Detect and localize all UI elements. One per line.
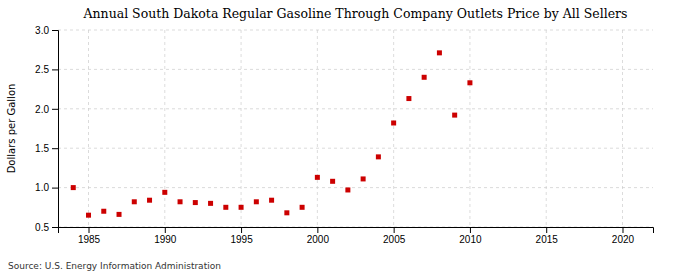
point [330, 179, 335, 184]
point [467, 80, 472, 85]
x-tick-label: 1995 [230, 234, 253, 245]
grid [58, 30, 653, 227]
x-grid-line [622, 30, 623, 227]
y-tick-label: 2.0 [35, 104, 49, 115]
point [86, 213, 91, 218]
x-tick: 1990 [154, 227, 177, 245]
point [254, 199, 259, 204]
plot-area: 1985 1990 1995 2000 2005 2010 2015 2020 0.5 1.0 1.… [35, 25, 653, 245]
point [300, 205, 305, 210]
point [376, 154, 381, 159]
x-tick: 2010 [459, 227, 482, 245]
x-tick-mark [470, 227, 471, 233]
x-tick: 2005 [383, 227, 406, 245]
points [71, 50, 473, 217]
point [437, 50, 442, 55]
y-grid-line [58, 30, 653, 31]
title: Annual South Dakota Regular Gasoline Thr… [83, 6, 628, 21]
point [452, 113, 457, 118]
y-tick: 2.0 [35, 104, 58, 115]
point [269, 198, 274, 203]
point [223, 205, 228, 210]
x-tick-mark [165, 227, 166, 233]
x-tick-mark [241, 227, 242, 233]
x-tick-label: 2000 [307, 234, 330, 245]
y-tick-label: 0.5 [35, 222, 49, 233]
x-grid-line [546, 30, 547, 227]
x-axis: 1985 1990 1995 2000 2005 2010 2015 2020 [59, 227, 654, 245]
x-tick-label: 2020 [612, 234, 635, 245]
x-tick: 2020 [612, 227, 635, 245]
point [315, 175, 320, 180]
point [422, 75, 427, 80]
y-axis-title: Dollars per Gallon [6, 84, 17, 174]
y-grid-line [58, 69, 653, 70]
point [208, 201, 213, 206]
point [406, 96, 411, 101]
y-tick-label: 1.0 [35, 182, 49, 193]
x-tick-mark [546, 227, 547, 233]
y-tick: 0.5 [35, 222, 58, 233]
x-tick-mark [89, 227, 90, 233]
y-tick: 2.5 [35, 64, 58, 75]
point [345, 187, 350, 192]
x-tick: 2000 [307, 227, 330, 245]
y-tick-mark [52, 69, 58, 70]
x-tick-mark [317, 227, 318, 233]
x-grid-line [393, 30, 394, 227]
x-grid-line [164, 30, 165, 227]
point [284, 210, 289, 215]
x-tick-label: 2005 [383, 234, 406, 245]
x-grid-line [241, 30, 242, 227]
x-tick-label: 1990 [154, 234, 177, 245]
point [239, 205, 244, 210]
y-tick: 1.0 [35, 182, 58, 193]
point [361, 176, 366, 181]
x-tick-label: 1985 [78, 234, 101, 245]
y-tick-label: 1.5 [35, 143, 49, 154]
y-tick-mark [52, 30, 58, 31]
y-tick-label: 2.5 [35, 64, 49, 75]
x-tick-label: 2010 [459, 234, 482, 245]
x-grid-line [469, 30, 470, 227]
point [391, 120, 396, 125]
source-note: Source: U.S. Energy Information Administ… [8, 261, 221, 271]
x-grid-line [317, 30, 318, 227]
point [147, 198, 152, 203]
point [162, 190, 167, 195]
x-axis-line [59, 228, 654, 234]
y-tick-label: 3.0 [35, 25, 49, 36]
x-tick-mark [394, 227, 395, 233]
point [178, 199, 183, 204]
x-tick-mark [622, 227, 623, 233]
point [132, 199, 137, 204]
y-grid-line [58, 108, 653, 109]
point [193, 200, 198, 205]
y-grid-line [58, 148, 653, 149]
y-tick: 3.0 [35, 25, 58, 36]
y-tick: 1.5 [35, 143, 58, 154]
y-axis: 0.5 1.0 1.5 2.0 2.5 3.0 [35, 25, 58, 233]
x-tick: 2015 [536, 227, 559, 245]
x-grid-line [88, 30, 89, 227]
y-tick-mark [52, 109, 58, 110]
y-tick-mark [52, 227, 58, 228]
point [71, 185, 76, 190]
y-axis-line [52, 31, 59, 228]
x-tick: 1985 [78, 227, 101, 245]
y-tick-mark [52, 148, 58, 149]
point [117, 212, 122, 217]
point [101, 209, 106, 214]
y-grid-line [58, 187, 653, 188]
x-tick-label: 2015 [536, 234, 559, 245]
chart: 1985 1990 1995 2000 2005 2010 2015 2020 0.5 1.0 1.… [0, 0, 675, 275]
x-tick: 1995 [230, 227, 253, 245]
y-tick-mark [52, 188, 58, 189]
